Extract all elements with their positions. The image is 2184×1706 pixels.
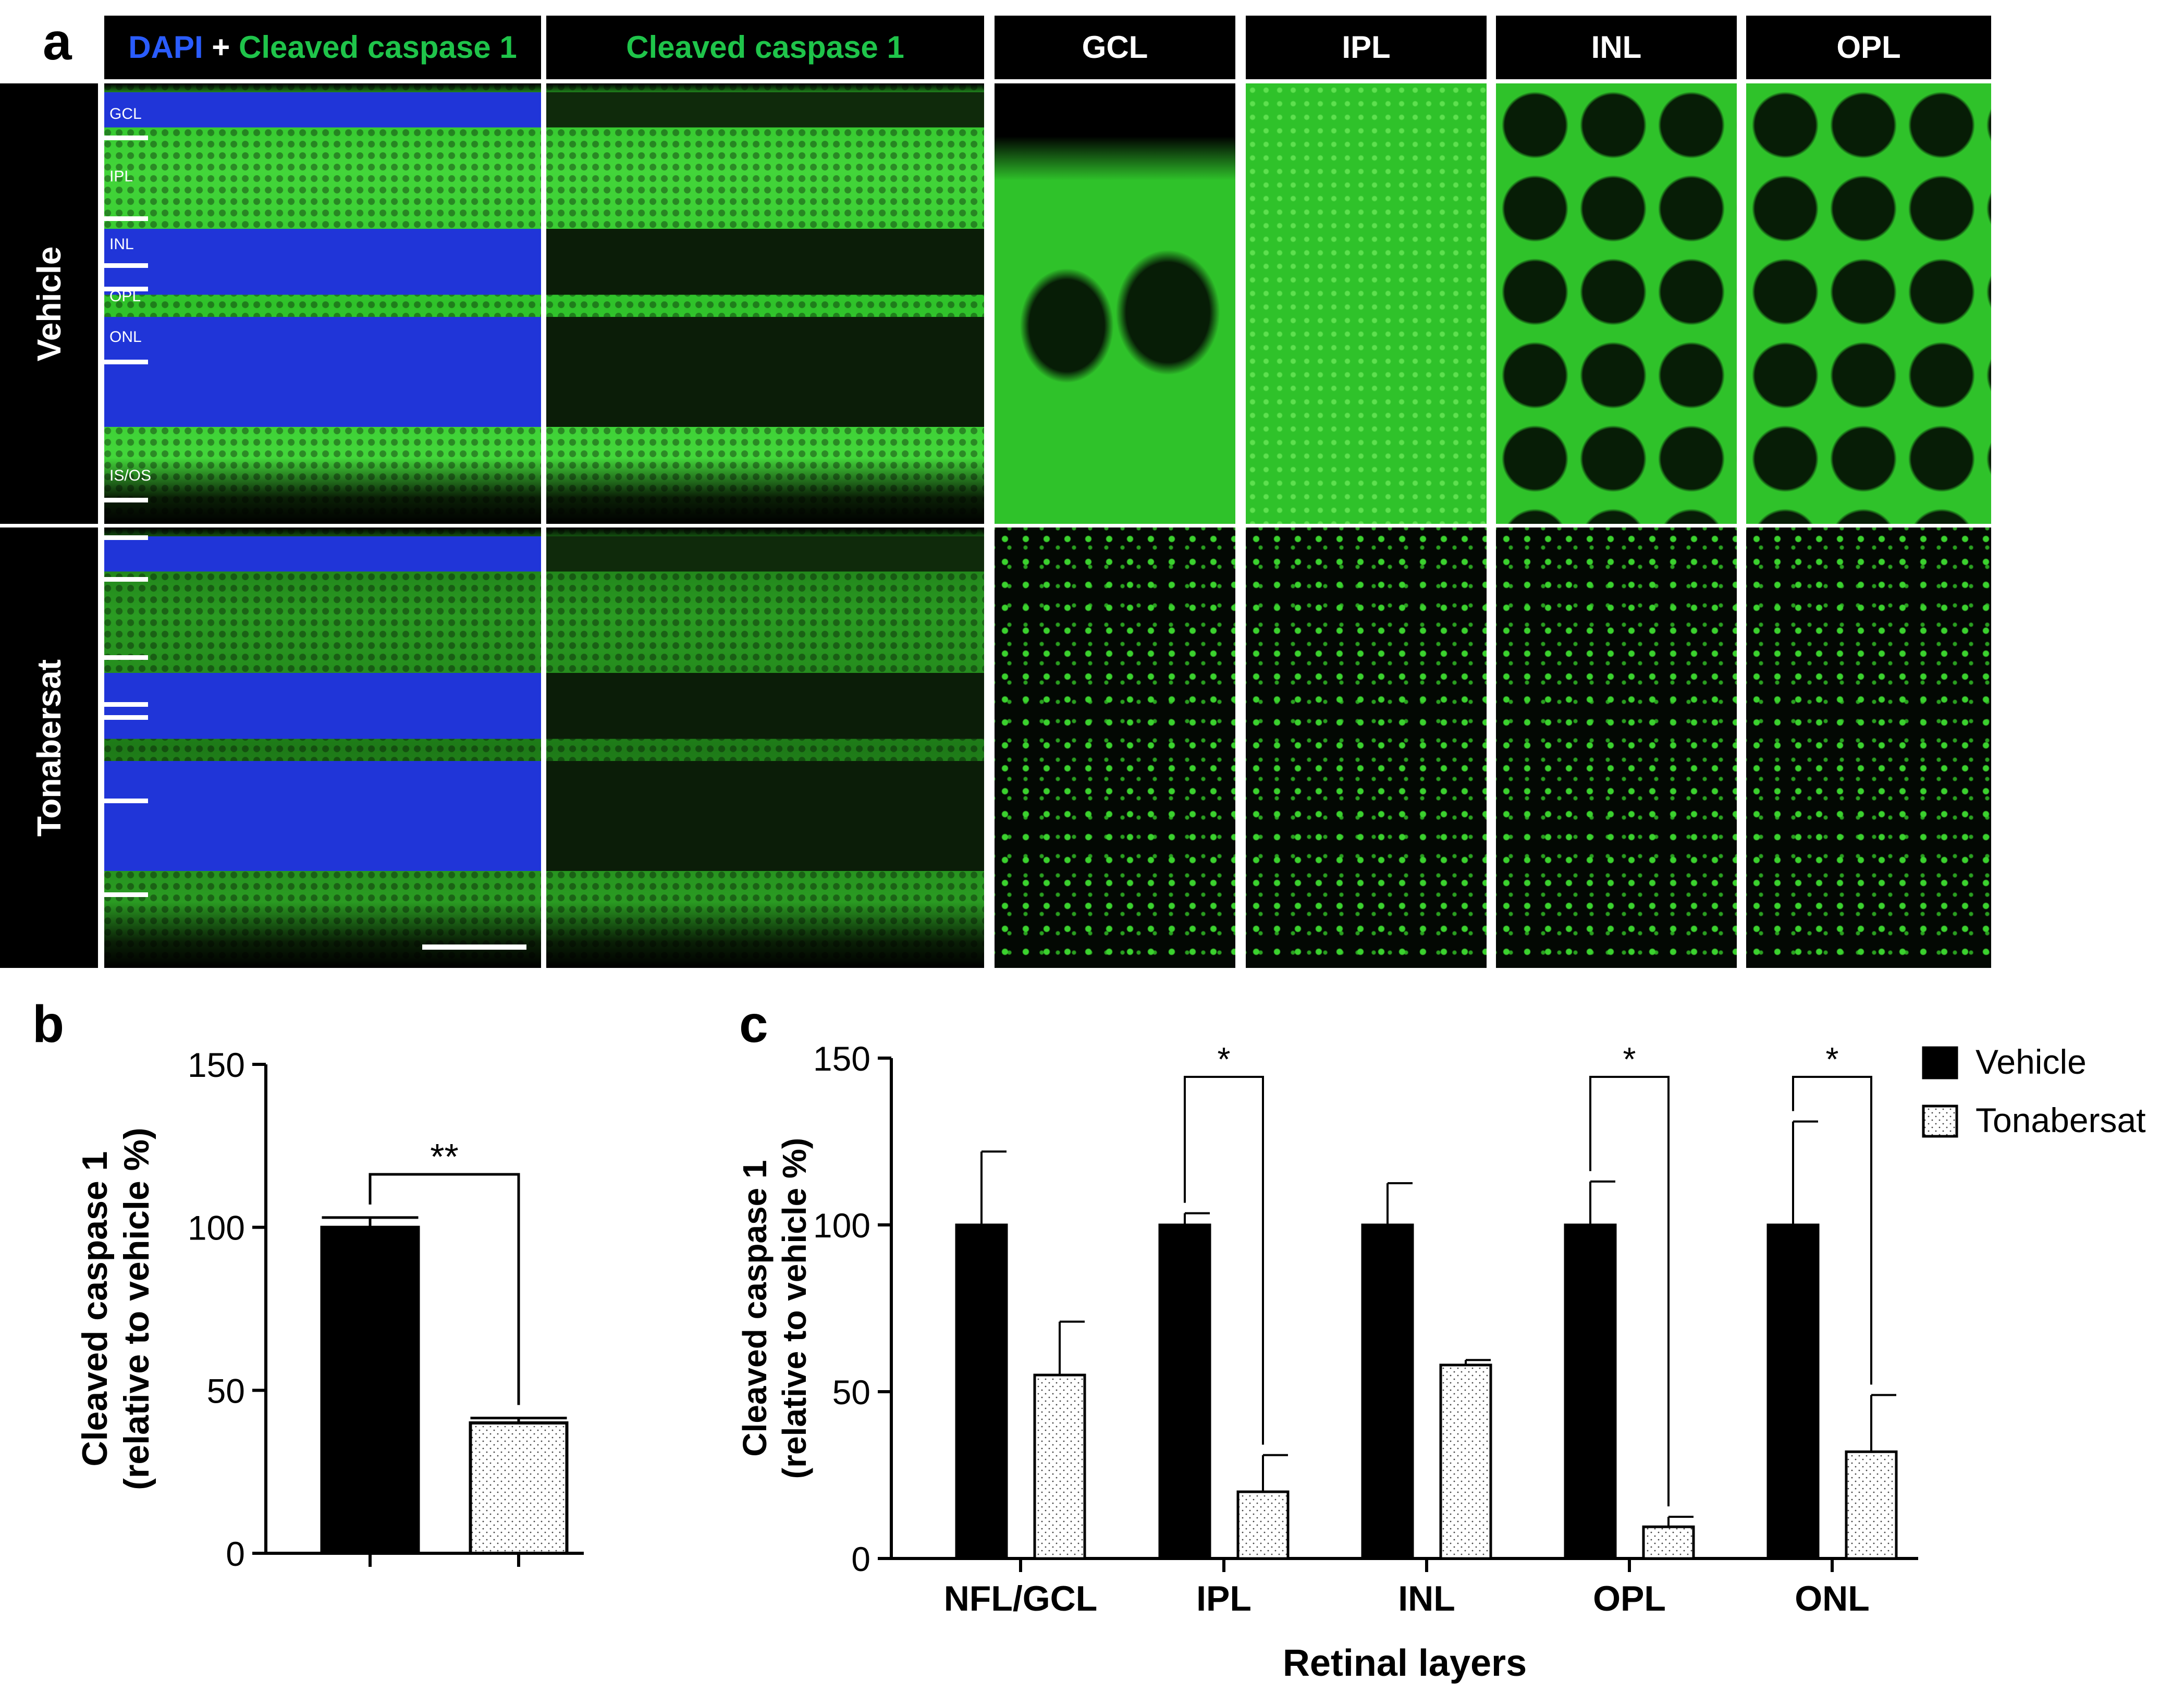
- y-tick-label: 0: [226, 1535, 245, 1573]
- layer-tick: [104, 702, 148, 707]
- bar-tonabersat: [469, 1421, 569, 1555]
- column-header-1: Cleaved caspase 1: [546, 16, 984, 79]
- layer-tick: [104, 136, 148, 140]
- column-header-4: INL: [1496, 16, 1737, 79]
- micrograph-vehicle-col-4: [1496, 83, 1737, 524]
- legend-swatch-tonabersat: [1922, 1104, 1958, 1138]
- bar-tonabersat-nfl-gcl: [1033, 1373, 1086, 1560]
- layer-tag-onl: ONL: [109, 328, 142, 346]
- layer-tick: [104, 799, 148, 803]
- micrograph-tonabersat-col-5: [1746, 527, 1991, 968]
- y-axis-label-line: (relative to vehicle %): [776, 1138, 813, 1479]
- significance-bracket: [1589, 1076, 1670, 1506]
- micrograph-tonabersat-col-2: [995, 527, 1235, 968]
- micrograph-vehicle-col-2: [995, 83, 1235, 524]
- layer-tick: [104, 892, 148, 897]
- column-header-0: DAPI + Cleaved caspase 1: [104, 16, 541, 79]
- panel-c-chart: 0 50 100 150 NFL/GCL IPL INL OPL ONL * * * Retinal l…: [736, 1039, 2146, 1684]
- y-tick-label: 150: [813, 1039, 870, 1078]
- micrograph-tonabersat-col-1: [546, 527, 984, 968]
- legend-swatch-vehicle: [1922, 1046, 1958, 1079]
- column-header-0-part-2: Cleaved caspase 1: [239, 30, 517, 65]
- bar-tonabersat-opl: [1642, 1525, 1695, 1560]
- bar-vehicle-ipl: [1158, 1223, 1211, 1560]
- layer-tag-inl: INL: [109, 236, 134, 253]
- scale-bar: [422, 944, 526, 950]
- significance-label: *: [1218, 1040, 1231, 1078]
- x-tick-label: ONL: [1795, 1579, 1870, 1618]
- bar-tonabersat-onl: [1845, 1450, 1898, 1560]
- column-header-5: OPL: [1746, 16, 1991, 79]
- y-tick-label: 100: [813, 1206, 870, 1245]
- y-tick-label: 50: [207, 1371, 245, 1410]
- column-header-0-part-0: DAPI: [128, 30, 203, 65]
- row-label-tonabersat: Tonabersat: [0, 527, 98, 968]
- layer-tick: [104, 263, 148, 268]
- x-tick-label: NFL/GCL: [944, 1579, 1098, 1618]
- layer-tick: [104, 360, 148, 364]
- significance-bracket: [1184, 1076, 1264, 1445]
- x-tick-label: INL: [1398, 1579, 1455, 1618]
- row-label-vehicle: Vehicle: [0, 83, 98, 524]
- micrograph-vehicle-col-5: [1746, 83, 1991, 524]
- y-axis-label-line: (relative to vehicle %): [117, 1127, 156, 1490]
- layer-tag-gcl: GCL: [109, 105, 142, 122]
- y-axis-label: Cleaved caspase 1 (relative to vehicle %): [75, 1127, 156, 1490]
- layer-tag-ipl: IPL: [109, 168, 133, 185]
- y-axis-label-line: Cleaved caspase 1: [736, 1160, 774, 1456]
- bar-vehicle: [320, 1225, 420, 1555]
- significance-label: *: [1826, 1040, 1839, 1078]
- bar-tonabersat-ipl: [1236, 1490, 1290, 1560]
- panel-b-letter: b: [32, 995, 65, 1053]
- bar-vehicle-nfl-gcl: [955, 1223, 1008, 1560]
- x-tick-label: IPL: [1196, 1579, 1251, 1618]
- x-tick-label: OPL: [1593, 1579, 1666, 1618]
- bar-tonabersat-inl: [1439, 1364, 1492, 1560]
- micrograph-tonabersat-col-0: [104, 527, 541, 968]
- significance-label: *: [1623, 1040, 1636, 1078]
- y-tick-label: 100: [188, 1209, 245, 1247]
- bar-vehicle-inl: [1361, 1223, 1414, 1560]
- micrograph-vehicle-col-3: [1246, 83, 1487, 524]
- x-axis-label: Retinal layers: [1283, 1642, 1527, 1684]
- y-tick-label: 50: [832, 1373, 870, 1412]
- y-tick-label: 150: [188, 1046, 245, 1084]
- layer-tick: [104, 655, 148, 660]
- legend-label-tonabersat: Tonabersat: [1976, 1101, 2146, 1139]
- y-axis-label: Cleaved caspase 1 (relative to vehicle %): [736, 1138, 813, 1479]
- bar-vehicle-onl: [1766, 1223, 1820, 1560]
- layer-tag-is-os: IS/OS: [109, 467, 152, 484]
- panel-c-letter: c: [739, 995, 768, 1053]
- panel-b-chart: 0 50 100 150 ** Cleaved caspase 1 (relative to…: [75, 1046, 584, 1573]
- row-label-tonabersat-text: Tonabersat: [30, 659, 68, 837]
- column-header-0-part-1: +: [203, 30, 239, 65]
- layer-tick: [104, 498, 148, 502]
- layer-tick: [104, 577, 148, 582]
- panel-a-letter: a: [43, 13, 72, 71]
- micrograph-vehicle-col-1: [546, 83, 984, 524]
- column-header-3: IPL: [1246, 16, 1487, 79]
- legend-label-vehicle: Vehicle: [1976, 1042, 2087, 1081]
- layer-tick: [104, 715, 148, 720]
- micrograph-tonabersat-col-3: [1246, 527, 1487, 968]
- y-axis-label-line: Cleaved caspase 1: [75, 1151, 115, 1467]
- layer-tick: [104, 287, 148, 291]
- significance-label: **: [430, 1136, 458, 1177]
- y-tick-label: 0: [851, 1540, 870, 1578]
- layer-tick: [104, 535, 148, 540]
- significance-bracket: [1792, 1076, 1872, 1385]
- micrograph-tonabersat-col-4: [1496, 527, 1737, 968]
- bar-vehicle-opl: [1564, 1223, 1617, 1560]
- layer-tick: [104, 216, 148, 221]
- row-label-vehicle-text: Vehicle: [30, 246, 68, 361]
- micrograph-vehicle-col-0: GCL IPL INL OPL ONL IS/OS: [104, 83, 541, 524]
- column-header-2: GCL: [995, 16, 1235, 79]
- significance-bracket: [369, 1173, 520, 1405]
- layer-tag-opl: OPL: [109, 288, 141, 305]
